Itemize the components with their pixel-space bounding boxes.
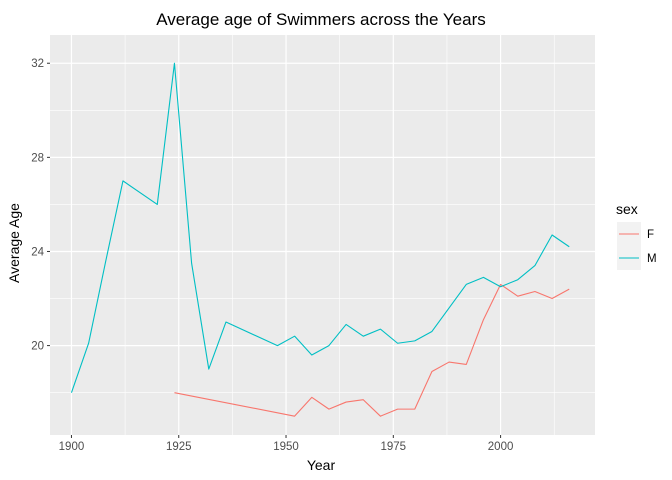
plot-panel bbox=[50, 35, 595, 435]
y-tick-label: 28 bbox=[31, 152, 44, 164]
x-tick-label: 1925 bbox=[166, 441, 192, 453]
y-tick-label: 24 bbox=[31, 246, 44, 258]
chart-title: Average age of Swimmers across the Years bbox=[156, 10, 485, 29]
y-tick-label: 20 bbox=[31, 341, 44, 353]
x-tick-label: 1975 bbox=[381, 441, 407, 453]
x-tick-label: 2000 bbox=[488, 441, 514, 453]
y-axis-title: Average Age bbox=[6, 203, 22, 283]
legend-label-M: M bbox=[647, 253, 657, 265]
panel-background bbox=[50, 35, 595, 435]
legend-label-F: F bbox=[647, 229, 654, 241]
x-axis-ticks: 1900 1925 1950 1975 2000 bbox=[59, 435, 514, 453]
y-tick-label: 32 bbox=[31, 58, 44, 70]
legend-title: sex bbox=[616, 201, 638, 217]
series-line-M bbox=[70, 62, 570, 393]
x-tick-label: 1900 bbox=[59, 441, 85, 453]
y-axis-ticks: 20 24 28 32 bbox=[31, 58, 50, 353]
series-line-F bbox=[174, 283, 570, 417]
x-axis-title: Year bbox=[307, 457, 336, 473]
legend: sex FM bbox=[616, 201, 657, 270]
x-tick-label: 1950 bbox=[273, 441, 299, 453]
